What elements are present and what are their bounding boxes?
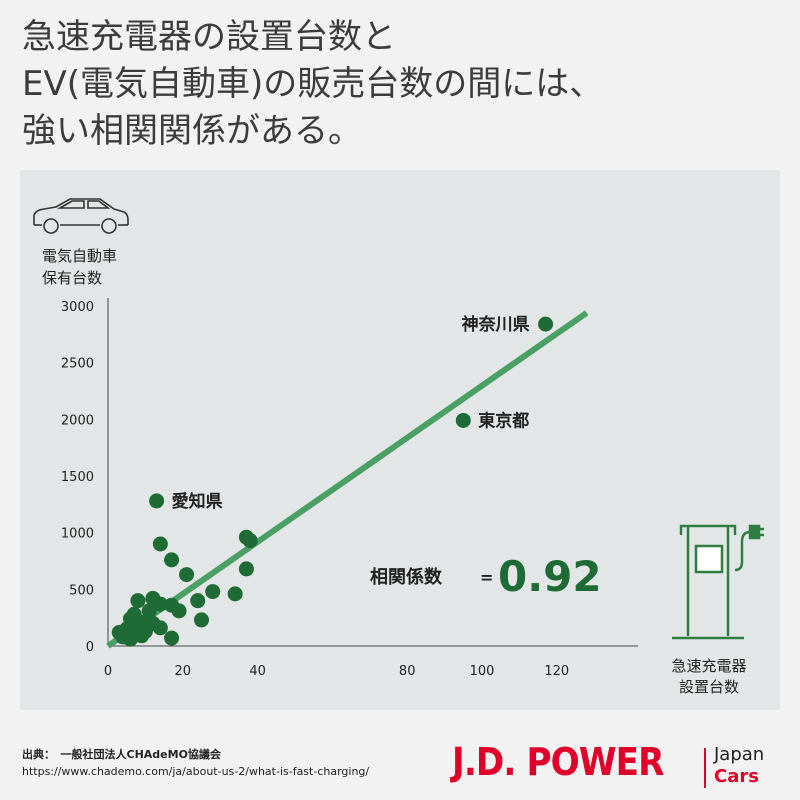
y-tick-label: 3000 — [61, 300, 94, 315]
data-point — [152, 596, 168, 612]
brand-divider — [704, 748, 706, 788]
point-label: 東京都 — [478, 410, 529, 431]
source-line-1: 出典： 一般社団法人CHAdeMO協議会 — [22, 748, 221, 761]
car-icon — [33, 198, 129, 234]
x-tick-label: 100 — [470, 664, 495, 679]
data-point — [238, 561, 254, 577]
data-point — [238, 529, 254, 545]
x-tick-label: 120 — [544, 664, 569, 679]
data-point — [455, 412, 471, 428]
y-tick-label: 1000 — [61, 527, 94, 542]
data-point — [130, 593, 146, 609]
y-tick-label: 500 — [69, 583, 94, 598]
y-tick-label: 2000 — [61, 413, 94, 428]
data-point — [152, 536, 168, 552]
data-point — [194, 612, 209, 628]
chart-panel: 電気自動車 保有台数 0 500 1000 1500 2000 2500 3000 0 20 4… — [20, 170, 780, 710]
data-point — [164, 630, 180, 646]
data-point — [145, 615, 161, 631]
data-point — [122, 631, 138, 647]
y-tick-label: 0 — [86, 640, 94, 655]
scatter-chart: 電気自動車 保有台数 0 500 1000 1500 2000 2500 3000 0 20 4… — [33, 198, 764, 696]
data-point — [164, 552, 180, 568]
data-point — [205, 584, 221, 600]
x-axis-title-line-1: 急速充電器 — [671, 657, 746, 675]
brand-sub-1: Japan — [714, 744, 765, 765]
data-point — [190, 593, 206, 609]
y-tick-label: 2500 — [61, 357, 94, 372]
headline: 急速充電器の設置台数と EV(電気自動車)の販売台数の間には、 強い相関関係があ… — [22, 14, 782, 155]
correlation-equals: = — [480, 568, 493, 587]
trend-line — [106, 310, 589, 649]
correlation-value: 0.92 — [498, 552, 602, 601]
headline-line-2: EV(電気自動車)の販売台数の間には、 — [22, 64, 604, 104]
data-point — [171, 603, 187, 619]
brand-name: J.D. POWER — [452, 740, 664, 784]
y-axis-title-line-1: 電気自動車 — [42, 247, 117, 265]
y-axis-title-line-2: 保有台数 — [42, 269, 102, 287]
x-tick-label: 0 — [104, 664, 112, 679]
point-label: 愛知県 — [172, 491, 223, 512]
y-tick-label: 1500 — [61, 470, 94, 485]
data-point — [538, 316, 554, 332]
source-url: https://www.chademo.com/ja/about-us-2/wh… — [22, 765, 370, 778]
data-point — [141, 603, 157, 619]
data-point — [179, 567, 195, 583]
data-point — [149, 493, 165, 509]
point-label: 神奈川県 — [462, 314, 530, 335]
x-axis-title-line-2: 設置台数 — [679, 678, 739, 696]
correlation-label: 相関係数 — [370, 566, 443, 588]
x-tick-label: 40 — [249, 664, 266, 679]
source-note: 出典： 一般社団法人CHAdeMO協議会 https://www.chademo… — [22, 746, 369, 780]
headline-line-1: 急速充電器の設置台数と — [22, 17, 396, 57]
data-point — [227, 586, 243, 602]
x-tick-label: 80 — [399, 664, 416, 679]
x-tick-label: 20 — [175, 664, 192, 679]
headline-line-3: 強い相関関係がある。 — [22, 111, 362, 151]
brand-sub-2: Cars — [714, 766, 759, 787]
charger-icon — [672, 524, 764, 640]
